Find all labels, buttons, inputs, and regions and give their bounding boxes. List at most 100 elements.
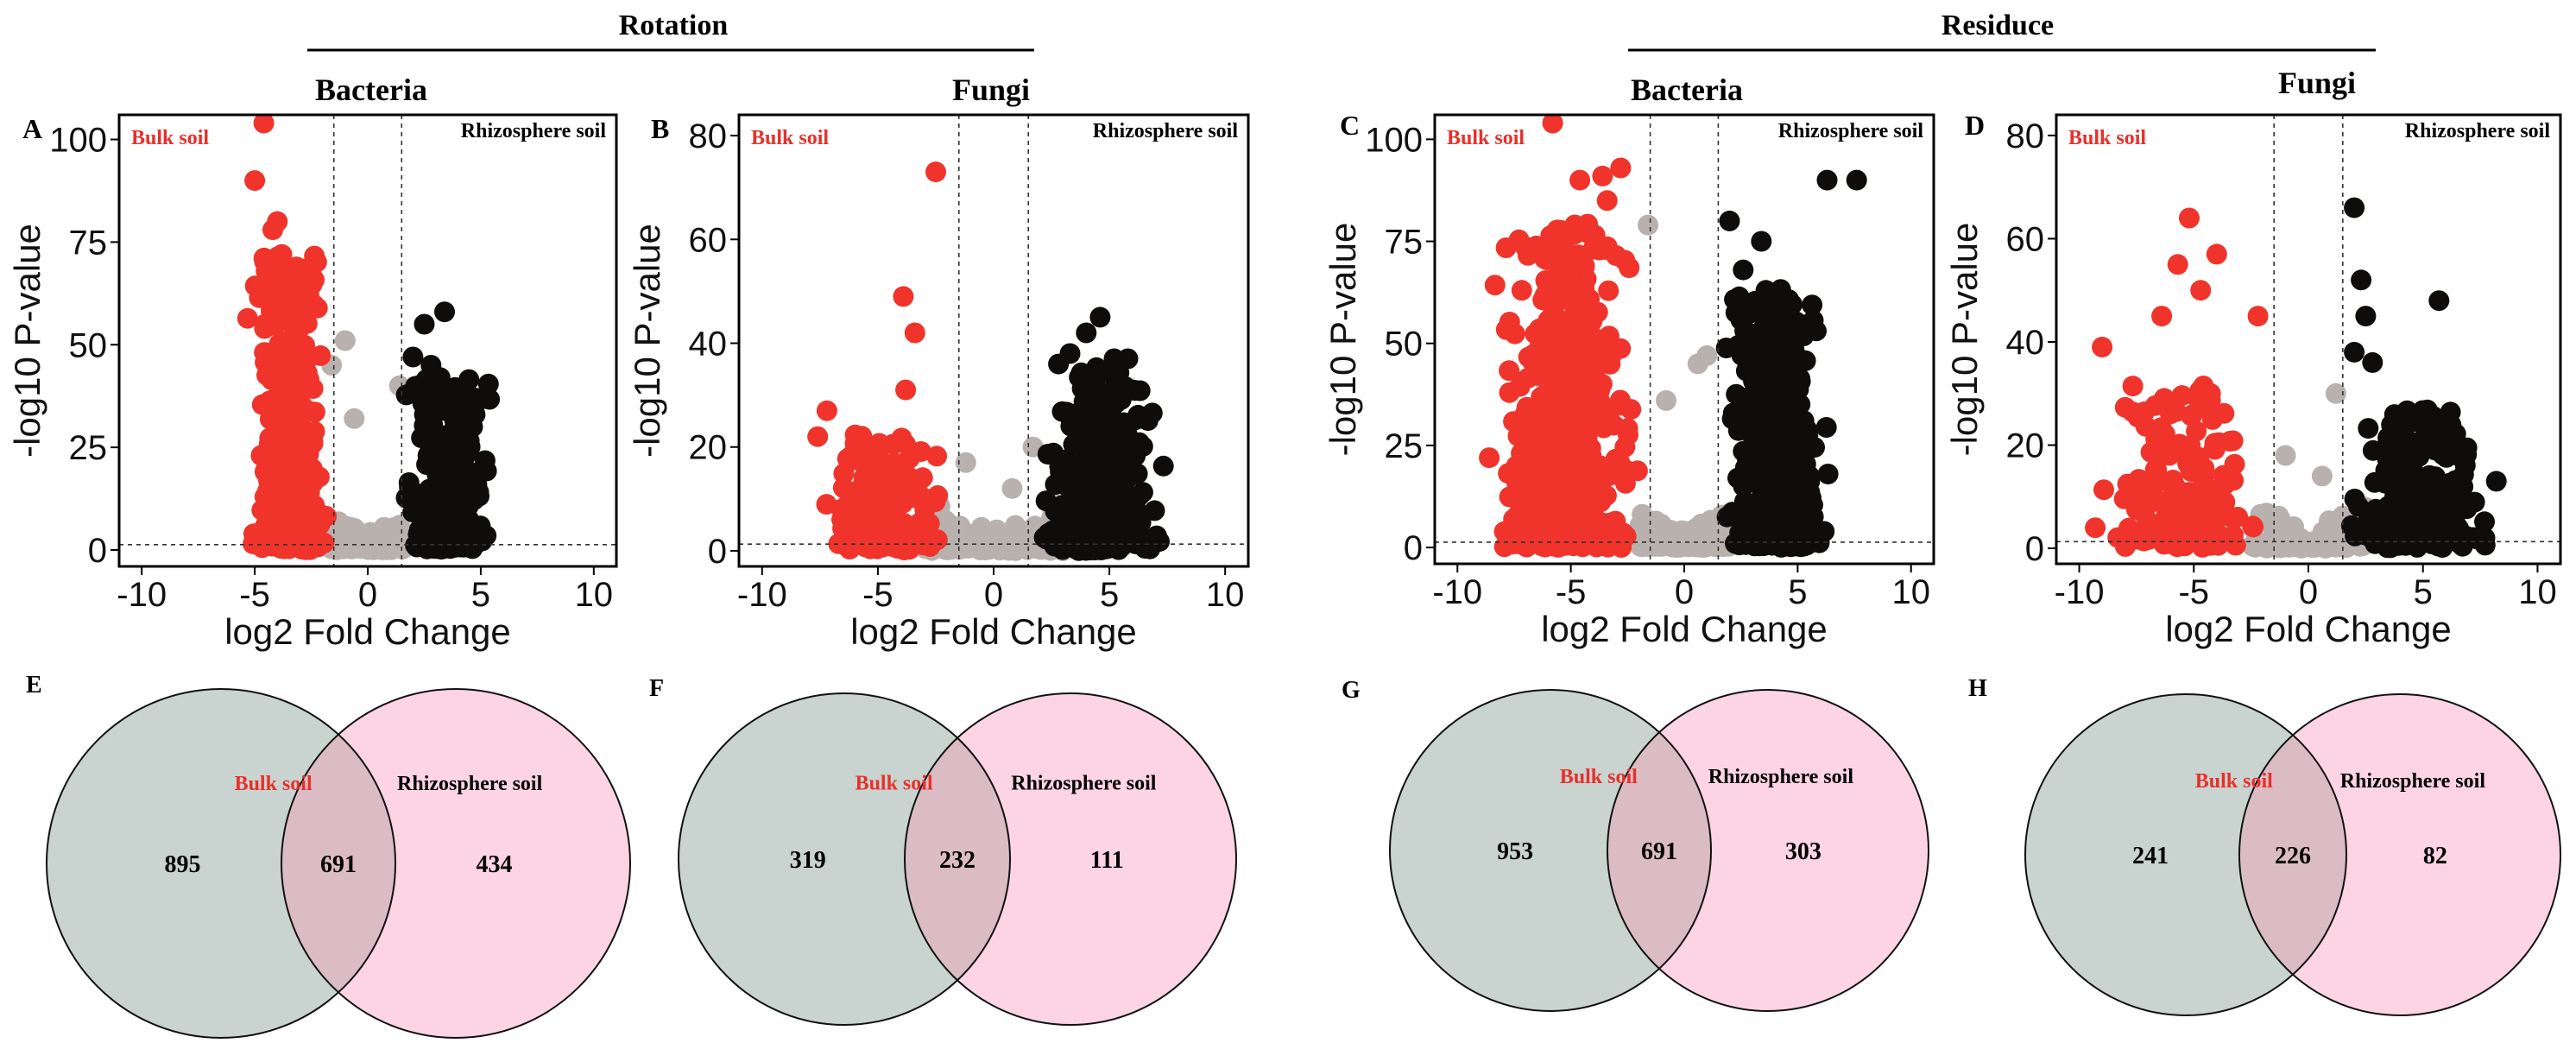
rhizo-point [1152,455,1174,477]
bulk-point [1598,280,1619,301]
bulk-point [902,529,924,551]
bulk-point [844,433,866,454]
x-tick-label: -10 [2055,573,2105,611]
venn-label-rhizo-e: Rhizosphere soil [397,773,543,795]
bulk-point [2144,473,2166,495]
panel-letter-b: B [651,113,669,144]
rhizo-point [2428,290,2450,312]
rhizo-point [2396,469,2417,490]
venn-count-overlap-g: 691 [1641,838,1677,865]
rhizo-point [2364,471,2385,493]
bulk-point [2093,479,2114,501]
y-tick-label: 40 [2006,324,2045,362]
bulk-point [259,363,281,385]
venn-diagram-g: Bulk soil Rhizosphere soil 953 691 303 [1389,689,1929,1012]
rhizo-point [439,438,460,459]
rhizo-point [2485,471,2507,492]
bulk-point [2200,389,2221,411]
rhizo-point [2376,510,2397,532]
rhizo-point [1114,376,1136,397]
legend-rhizo-c: Rhizosphere soil [1778,120,1924,142]
venn-diagram-e: Bulk soil Rhizosphere soil 895 691 434 [46,688,631,1039]
bulk-point [284,393,306,414]
bulk-point [2205,503,2226,525]
bulk-point [925,161,946,183]
subtitle-c: Bacteria [1631,73,1743,107]
bulk-point [2186,514,2207,535]
bulk-point [1610,157,1632,179]
x-tick-label: -10 [117,576,167,614]
bulk-point [249,283,270,305]
bulk-point [1557,433,1579,454]
rhizo-point [1756,387,1777,408]
rhizo-point [2445,423,2466,445]
rhizo-point [1125,446,1146,467]
bulk-point [1583,483,1605,504]
venn-diagram-f: Bulk soil Rhizosphere soil 319 232 111 [678,692,1237,1026]
x-tick-label: 10 [2518,573,2557,611]
bulk-point [1588,531,1609,553]
x-tick-label: 0 [358,576,377,614]
bulk-point [906,481,928,502]
rhizo-point [1762,347,1784,369]
bulk-point [296,313,318,334]
ns-point [2256,503,2277,524]
ns-point [365,535,387,557]
x-tick-label: 5 [1100,576,1119,614]
bulk-point [1573,323,1594,345]
bulk-point [2227,506,2249,528]
y-tick-label: 100 [1365,121,1423,159]
rhizo-point [1118,413,1139,434]
venn-count-bulk-f: 319 [790,847,826,874]
bulk-point [1523,344,1544,365]
bulk-point [867,485,888,507]
rhizo-point [2351,269,2372,291]
bulk-point [892,492,913,514]
bulk-point [2158,498,2180,520]
panel-letter-e: E [26,672,42,698]
rhizo-point [1774,414,1796,436]
ns-point [1656,389,1676,411]
rhizo-point [2447,471,2468,491]
bulk-point [1530,243,1551,264]
legend-rhizo-d: Rhizosphere soil [2405,120,2551,142]
rhizo-point [1765,458,1786,479]
bulk-point [304,401,325,423]
venn-outline-rhizo-f [904,692,1237,1026]
bulk-point [1543,364,1564,386]
bulk-point [837,480,859,502]
rhizo-point [2456,444,2478,465]
venn-outline-rhizo-h [2238,693,2561,1016]
rhizo-point [2392,414,2413,436]
bulk-point [1575,303,1596,325]
bulk-point [1539,308,1561,330]
x-tick-label: 5 [471,576,490,614]
venn-count-rhizo-h: 82 [2423,843,2447,869]
subtitle-a: Bacteria [315,73,427,107]
rhizo-point [2427,525,2448,547]
rhizo-point [1719,210,1740,231]
y-tick-label: 50 [1385,326,1424,363]
bulk-point [313,532,335,553]
rhizo-point [1790,422,1812,444]
rhizo-point [1035,490,1057,512]
points-c [1479,115,1867,558]
bulk-point [2190,280,2212,301]
rhizo-point [2355,524,2377,546]
bulk-point [2092,337,2113,357]
rhizo-point [1101,536,1122,558]
points-b [807,161,1174,561]
bulk-point [237,307,258,329]
ns-point [344,408,365,429]
bulk-point [277,370,299,391]
rhizo-point [1815,417,1837,438]
volcano-plot-b: -10 -5 0 5 10 0 20 40 60 80 log2 Fold Change -log10… [627,113,1250,652]
bulk-point [1548,390,1569,412]
bulk-point [2140,441,2162,463]
venn-overlap-h [2239,694,2346,1015]
rhizo-point [2422,406,2444,427]
bulk-point [1479,447,1500,469]
bulk-point [1579,387,1601,408]
bulk-point [295,481,317,503]
